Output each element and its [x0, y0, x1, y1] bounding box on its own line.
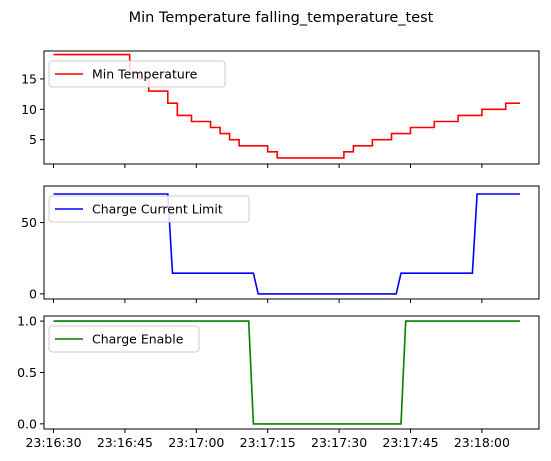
legend: Min Temperature — [48, 60, 226, 88]
axes-frame — [43, 185, 540, 300]
legend-box — [48, 325, 200, 353]
axes-frame — [43, 50, 540, 165]
x-tick-label: 23:17:15 — [240, 435, 296, 450]
y-tick-label: 50 — [21, 215, 37, 230]
legend-label: Min Temperature — [92, 67, 198, 82]
figure-title: Min Temperature falling_temperature_test — [129, 10, 434, 26]
x-tick-label: 23:18:00 — [454, 435, 510, 450]
x-tick-label: 23:17:00 — [168, 435, 224, 450]
legend-label: Charge Current Limit — [92, 202, 223, 217]
legend-label: Charge Enable — [92, 332, 184, 347]
y-tick-label: 10 — [21, 102, 37, 117]
subplot-3: 0.0 0.5 1.0 23:16:30 23:16:45 23:17:00 23:17:1… — [17, 314, 540, 450]
x-tick-label: 23:17:45 — [382, 435, 438, 450]
y-tick-label: 0 — [29, 286, 37, 301]
y-tick-label: 1.0 — [17, 314, 37, 329]
series-line — [53, 193, 520, 295]
legend-box — [48, 60, 226, 88]
series-line — [53, 53, 520, 159]
legend: Charge Enable — [48, 325, 200, 353]
subplot-2: 0 50 Charge Current Limit — [21, 185, 540, 303]
x-tick-label: 23:16:30 — [25, 435, 81, 450]
legend: Charge Current Limit — [48, 195, 250, 223]
x-tick-label: 23:17:30 — [311, 435, 367, 450]
x-tick-label: 23:16:45 — [97, 435, 153, 450]
y-tick-label: 0.0 — [17, 416, 37, 431]
subplots: 5 10 15 Min Temperature 0 50 Charge Current Li… — [17, 50, 540, 450]
y-tick-label: 15 — [21, 71, 37, 86]
y-tick-label: 5 — [29, 132, 37, 147]
subplot-1: 5 10 15 Min Temperature — [21, 50, 540, 168]
y-tick-label: 0.5 — [17, 365, 37, 380]
legend-box — [48, 195, 250, 223]
series-line — [53, 320, 520, 425]
